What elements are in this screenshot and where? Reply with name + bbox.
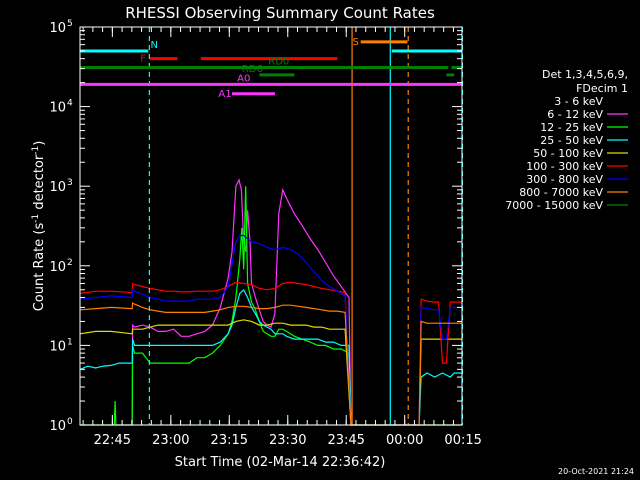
series-line-4 xyxy=(79,319,462,426)
x-tick-label-6: 00:15 xyxy=(444,433,481,448)
legend-entry-label-3: 25 - 50 keV xyxy=(540,134,603,147)
y-axis-label-main: Count Rate (s xyxy=(32,223,47,312)
state-bar-label-f: F xyxy=(140,54,146,65)
y-tick-label-1: 10 xyxy=(49,339,66,354)
x-tick-label-1: 23:00 xyxy=(152,433,189,448)
legend-entry-label-1: 6 - 12 keV xyxy=(547,108,603,121)
legend-entry-label-6: 300 - 800 keV xyxy=(526,173,603,186)
y-tick-exp-1: 1 xyxy=(67,337,73,347)
x-tick-label-5: 00:00 xyxy=(386,433,423,448)
state-bar-label-rd0: RD0 xyxy=(268,56,289,67)
y-tick-exp-0: 0 xyxy=(67,417,73,427)
series-line-3 xyxy=(79,288,462,426)
y-axis-label-sup2: -1 xyxy=(31,146,41,155)
y-tick-label-4: 10 xyxy=(49,101,66,116)
x-axis: 22:45 23:00 23:15 23:30 23:45 00:00 00:15 xyxy=(82,27,482,448)
y-axis-label-mid: detector xyxy=(32,154,47,214)
y-axis-label: Count Rate (s-1 detector-1) xyxy=(31,141,47,312)
y-tick-exp-5: 5 xyxy=(67,19,73,29)
legend-entry-label-7: 800 - 7000 keV xyxy=(519,186,603,199)
legend-entry-label-4: 50 - 100 keV xyxy=(533,147,603,160)
series-line-0 xyxy=(80,179,462,426)
legend-entry-label-2: 12 - 25 keV xyxy=(540,121,603,134)
legend-entry-label-8: 7000 - 15000 keV xyxy=(505,199,603,212)
chart-title: RHESSI Observing Summary Count Rates xyxy=(125,4,435,22)
x-tick-label-4: 23:45 xyxy=(327,433,364,448)
y-tick-label-2: 10 xyxy=(49,260,66,275)
series-line-5 xyxy=(79,281,462,426)
legend-header-1: Det 1,3,4,5,6,9, xyxy=(542,68,628,81)
x-axis-label: Start Time (02-Mar-14 22:36:42) xyxy=(175,455,386,470)
y-tick-label-3: 10 xyxy=(49,180,66,195)
y-axis-label-sup1: -1 xyxy=(31,214,41,223)
y-tick-exp-4: 4 xyxy=(67,99,73,109)
state-bar-label-n: N xyxy=(150,40,157,51)
series-line-2 xyxy=(80,186,462,426)
plot-frame xyxy=(79,26,463,426)
timestamp: 20-Oct-2021 21:24 xyxy=(558,467,634,476)
y-tick-label-0: 10 xyxy=(49,419,66,434)
state-bar-label-a1: A1 xyxy=(218,89,231,100)
y-tick-label-5: 10 xyxy=(49,21,66,36)
state-bar-label-s: S xyxy=(352,37,358,48)
state-bar-label-rd6: RD6 xyxy=(242,64,263,75)
series-line-6 xyxy=(79,234,462,426)
x-tick-label-0: 22:45 xyxy=(94,433,131,448)
x-tick-label-3: 23:30 xyxy=(269,433,306,448)
y-tick-exp-2: 2 xyxy=(67,258,73,268)
series-line-7 xyxy=(79,302,462,426)
y-axis-label-end: ) xyxy=(32,141,47,146)
state-bar-label-a0: A0 xyxy=(237,73,250,84)
legend-entry-label-0: 3 - 6 keV xyxy=(554,95,603,108)
series-line-1 xyxy=(80,178,462,426)
legend-entry-label-5: 100 - 300 keV xyxy=(526,160,603,173)
x-tick-label-2: 23:15 xyxy=(211,433,248,448)
legend-header-2: FDecim 1 xyxy=(576,82,628,95)
y-tick-exp-3: 3 xyxy=(67,178,73,188)
